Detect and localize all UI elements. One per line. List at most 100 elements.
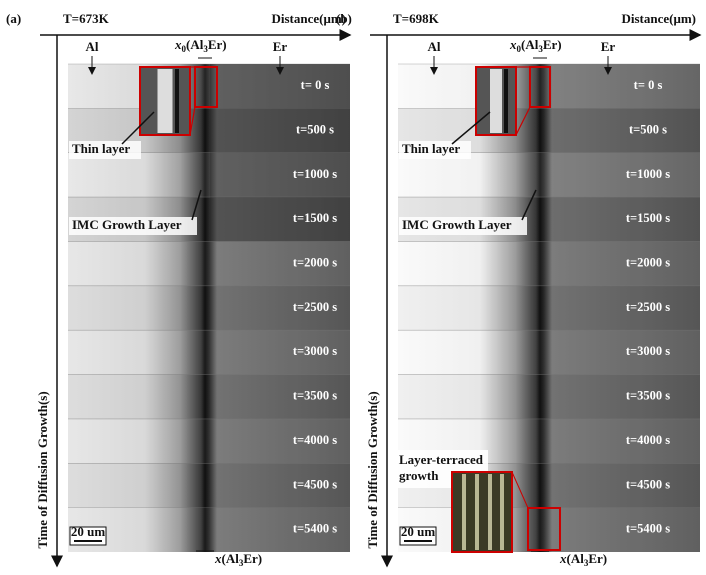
time-label: t=2000 s: [293, 256, 337, 270]
formula-part: x: [214, 551, 222, 566]
time-label: t=1000 s: [626, 167, 670, 181]
leader: [121, 111, 155, 145]
y-axis-label: Time of Diffusion Growth(s): [35, 391, 50, 548]
time-label: t= 0 s: [301, 78, 330, 92]
scale-bar: 20 um: [71, 524, 105, 539]
row-shade: [68, 507, 350, 552]
row-shade: [68, 152, 350, 198]
formula-part: (Al: [567, 551, 585, 566]
panel-label: (b): [336, 11, 352, 26]
row-shade: [68, 374, 350, 419]
leader: [521, 189, 537, 221]
row-shade: [68, 285, 350, 331]
leader: [191, 189, 202, 221]
annotation-bg: [69, 217, 197, 235]
time-label: t=4000 s: [293, 433, 337, 447]
row-shade: [68, 64, 350, 109]
row-shade: [68, 463, 350, 508]
formula-part: (Al: [222, 551, 240, 566]
time-label: t=3500 s: [293, 389, 337, 403]
inset-layer: [504, 69, 508, 133]
formula-label: x(Al3Er): [214, 551, 262, 568]
formula-part: Er): [208, 37, 227, 52]
time-label: t=5400 s: [626, 522, 670, 536]
time-label: t=5400 s: [293, 522, 337, 536]
formula-part: 0: [517, 44, 522, 54]
row-shade: [68, 241, 350, 286]
row-shade: [398, 241, 700, 286]
formula-part: 3: [584, 558, 589, 568]
formula-part: Er): [243, 551, 262, 566]
dark-region: [210, 152, 350, 198]
inset-layer: [488, 474, 492, 550]
annotation: Thin layer: [72, 141, 130, 156]
formula-part: x: [174, 37, 182, 52]
time-label: t=2500 s: [626, 300, 670, 314]
row-shade: [398, 330, 700, 375]
formula-part: x: [559, 551, 567, 566]
inset-link: [511, 471, 529, 509]
time-label: t=3000 s: [293, 344, 337, 358]
material-label: Al: [86, 39, 99, 54]
annotation: IMC Growth Layer: [402, 217, 512, 232]
formula-part: 3: [538, 44, 543, 54]
inset-marker: [529, 66, 551, 108]
formula-part: (Al: [186, 37, 204, 52]
temperature: T=673K: [63, 11, 110, 26]
row-shade: [68, 418, 350, 464]
formula-part: x: [509, 37, 517, 52]
formula-part: 0: [182, 44, 187, 54]
x-axis-label: Distance(μm): [621, 11, 696, 26]
inset-marker: [527, 507, 561, 551]
inset-layer: [462, 474, 466, 550]
inset-marker: [194, 66, 218, 108]
time-label: t=500 s: [296, 122, 334, 136]
material-label: Er: [273, 39, 288, 54]
time-label: t=3500 s: [626, 389, 670, 403]
row-shade: [68, 330, 350, 375]
material-label: Er: [601, 39, 616, 54]
formula-label: x(Al3Er): [559, 551, 607, 568]
inset-link: [515, 106, 531, 136]
time-label: t=4500 s: [293, 477, 337, 491]
row-shade: [398, 374, 700, 419]
x-axis-label: Distance(μm): [271, 11, 346, 26]
time-label: t=1000 s: [293, 167, 337, 181]
panel-label: (a): [6, 11, 21, 26]
time-label: t=2000 s: [626, 256, 670, 270]
dark-region: [210, 197, 350, 242]
temperature: T=698K: [393, 11, 440, 26]
inset-layer: [157, 69, 173, 133]
time-label: t=1500 s: [293, 211, 337, 225]
formula-label: x0(Al3Er): [174, 37, 227, 54]
formula-part: Er): [543, 37, 562, 52]
time-label: t=3000 s: [626, 344, 670, 358]
time-label: t=4500 s: [626, 477, 670, 491]
scale-bar: 20 um: [401, 524, 435, 539]
time-label: t=4000 s: [626, 433, 670, 447]
row-shade: [398, 507, 700, 552]
formula-part: Er): [588, 551, 607, 566]
inset-layer: [490, 69, 502, 133]
y-axis-label: Time of Diffusion Growth(s): [365, 391, 380, 548]
formula-part: (Al: [521, 37, 539, 52]
dark-region: [210, 108, 350, 153]
inset-layer: [500, 474, 504, 550]
time-label: t= 0 s: [634, 78, 663, 92]
annotation-bg: [69, 141, 141, 159]
annotation: IMC Growth Layer: [72, 217, 182, 232]
time-label: t=2500 s: [293, 300, 337, 314]
row-shade: [398, 152, 700, 198]
time-label: t=1500 s: [626, 211, 670, 225]
annotation: growth: [399, 468, 439, 483]
annotation-bg: [399, 217, 527, 235]
annotation: Thin layer: [402, 141, 460, 156]
leader: [451, 111, 491, 145]
material-label: Al: [428, 39, 441, 54]
inset-link: [189, 106, 196, 136]
inset-layer: [475, 474, 479, 550]
time-label: t=500 s: [629, 122, 667, 136]
inset-layer: [175, 69, 179, 133]
annotation-bg: [399, 141, 471, 159]
